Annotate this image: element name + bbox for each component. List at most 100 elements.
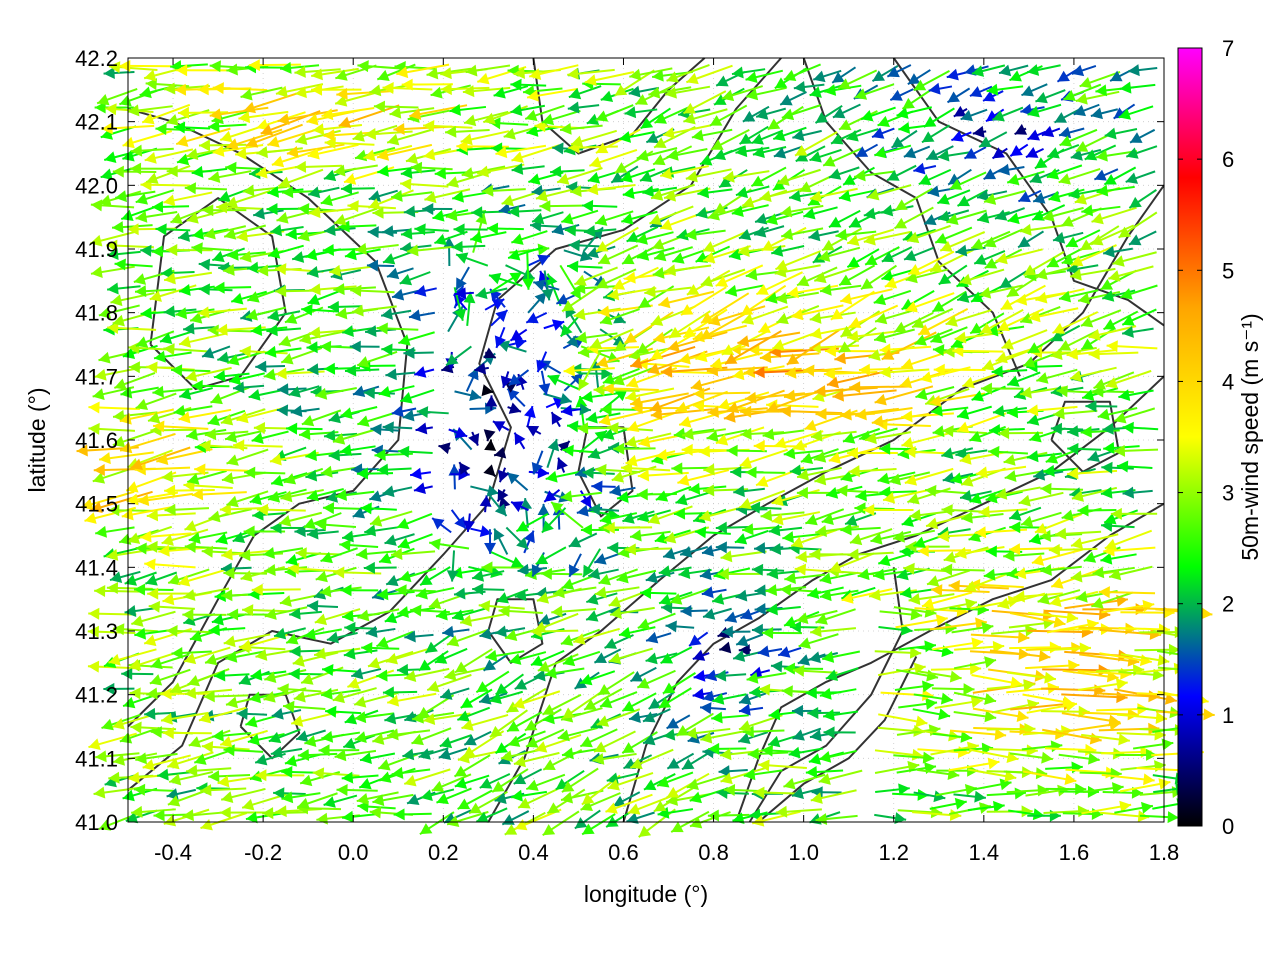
y-tick-label: 42.2 [75, 46, 118, 71]
wind-vector [682, 753, 708, 769]
wind-vector [924, 108, 955, 127]
x-tick-label: 0.6 [608, 840, 639, 865]
wind-vector [680, 605, 707, 617]
wind-vector [527, 426, 541, 437]
wind-vector [194, 750, 232, 765]
wind-vector [929, 83, 952, 95]
wind-vector [644, 774, 675, 790]
wind-vector [381, 308, 411, 320]
y-tick-label: 41.9 [75, 237, 118, 262]
wind-vector [1009, 641, 1061, 653]
wind-vector [1081, 733, 1130, 745]
wind-vector [1069, 188, 1103, 200]
wind-vector [440, 688, 469, 699]
x-tick-label: 0.4 [518, 840, 549, 865]
wind-vector [460, 614, 505, 626]
wind-vector [252, 432, 289, 444]
wind-vector [1117, 461, 1153, 473]
wind-vector [249, 389, 283, 401]
x-tick-label: -0.2 [244, 840, 282, 865]
wind-vector [624, 272, 676, 284]
wind-vector [613, 268, 659, 290]
wind-vector [414, 482, 433, 494]
wind-vector [1076, 92, 1119, 105]
wind-vector [544, 319, 564, 330]
wind-vector [508, 402, 521, 413]
wind-vector [1019, 493, 1064, 507]
wind-vector [400, 272, 431, 285]
wind-vector [400, 390, 434, 403]
wind-vector [1010, 145, 1027, 157]
wind-vector [715, 670, 746, 682]
wind-vector [467, 368, 479, 392]
wind-vector [1130, 130, 1155, 143]
wind-vector [822, 651, 860, 663]
wind-vector [284, 469, 323, 485]
wind-vector [526, 312, 546, 323]
wind-vector [867, 185, 911, 200]
wind-vector [336, 784, 377, 796]
wind-vector [144, 558, 195, 570]
wind-vector [905, 469, 953, 486]
colorbar-tick-label: 4 [1222, 369, 1234, 394]
wind-vector [476, 808, 507, 822]
wind-vector [1114, 408, 1155, 423]
wind-vector [737, 333, 800, 348]
wind-vector [511, 231, 547, 245]
wind-vector [1133, 738, 1173, 750]
wind-vector [934, 364, 986, 376]
wind-vector [547, 439, 559, 468]
wind-vector [539, 200, 582, 212]
wind-vector [780, 92, 806, 105]
wind-vector [984, 229, 1022, 247]
wind-vector [321, 548, 358, 563]
wind-vector [984, 191, 1026, 205]
wind-vector [115, 190, 155, 202]
wind-vector [1072, 65, 1096, 76]
wind-vector [447, 550, 459, 581]
wind-vector [507, 473, 527, 491]
wind-vector [878, 714, 927, 727]
wind-vector [582, 200, 617, 212]
contour-line [759, 657, 917, 823]
x-tick-label: 1.8 [1149, 840, 1180, 865]
wind-vector [754, 226, 784, 238]
wind-vector [1119, 106, 1153, 119]
wind-vector [400, 178, 448, 190]
wind-vector [1126, 146, 1157, 159]
wind-vector [819, 771, 862, 785]
wind-vector [113, 431, 155, 447]
wind-vector [1121, 760, 1166, 772]
wind-vector [562, 768, 598, 792]
wind-vector [679, 410, 730, 427]
wind-vector [483, 464, 495, 476]
wind-vector [941, 564, 985, 576]
wind-vector [179, 333, 227, 347]
wind-vector [799, 634, 839, 649]
wind-vector [404, 631, 433, 643]
wind-vector [397, 514, 432, 529]
wind-vector [231, 292, 267, 305]
colorbar-tick-label: 6 [1222, 147, 1234, 172]
wind-vector [797, 267, 837, 286]
wind-vector [708, 306, 765, 326]
x-tick-label: 0.2 [428, 840, 459, 865]
wind-vector [1007, 372, 1040, 386]
wind-vector [1077, 504, 1116, 516]
wind-vector [1062, 713, 1120, 726]
wind-vector [756, 108, 786, 120]
wind-vector [442, 626, 469, 638]
wind-vector [663, 673, 696, 694]
wind-vector [960, 270, 1004, 286]
wind-vector [291, 405, 320, 417]
wind-vector [376, 632, 413, 648]
x-tick-label: 0.0 [338, 840, 369, 865]
wind-vector [522, 252, 534, 289]
colorbar-tick-label: 2 [1222, 592, 1234, 617]
wind-vector [278, 170, 322, 188]
x-tick-label: 1.4 [969, 840, 1000, 865]
wind-vector [249, 59, 301, 71]
wind-vector [542, 111, 581, 125]
wind-vector [1027, 64, 1061, 76]
wind-vector [973, 126, 986, 138]
